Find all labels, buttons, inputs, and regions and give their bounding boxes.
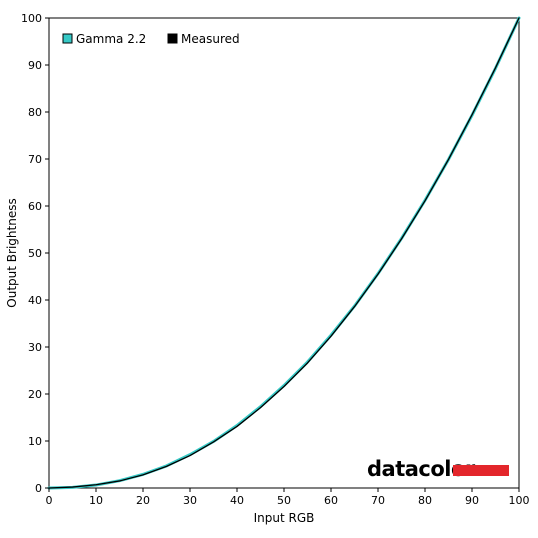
y-tick-label: 80 xyxy=(28,106,42,119)
x-tick-label: 100 xyxy=(509,494,530,507)
x-tick-label: 30 xyxy=(183,494,197,507)
legend: Gamma 2.2 Measured xyxy=(62,32,240,46)
legend-item-gamma: Gamma 2.2 xyxy=(62,32,146,46)
y-tick-label: 60 xyxy=(28,200,42,213)
x-tick-label: 80 xyxy=(418,494,432,507)
x-tick-label: 40 xyxy=(230,494,244,507)
y-tick-label: 40 xyxy=(28,294,42,307)
x-tick-label: 70 xyxy=(371,494,385,507)
x-tick-label: 60 xyxy=(324,494,338,507)
x-tick-label: 50 xyxy=(277,494,291,507)
y-axis: 0 10 20 30 40 50 60 70 80 90 100 xyxy=(21,12,49,495)
x-tick-label: 0 xyxy=(46,494,53,507)
x-axis: 0 10 20 30 40 50 60 70 80 90 100 xyxy=(46,488,530,507)
legend-swatch-measured xyxy=(167,33,178,44)
x-tick-label: 90 xyxy=(465,494,479,507)
plot-area xyxy=(48,17,520,489)
y-tick-label: 10 xyxy=(28,435,42,448)
y-tick-label: 0 xyxy=(35,482,42,495)
y-tick-label: 70 xyxy=(28,153,42,166)
y-tick-label: 20 xyxy=(28,388,42,401)
datacolor-logo: datacolor xyxy=(367,457,509,481)
series-layer xyxy=(47,16,521,490)
series-line-measured xyxy=(48,17,520,489)
x-tick-label: 10 xyxy=(89,494,103,507)
datacolor-logo-bar xyxy=(453,465,509,476)
x-tick-label: 20 xyxy=(136,494,150,507)
y-axis-title: Output Brightness xyxy=(5,198,19,307)
plot-background xyxy=(49,18,519,488)
legend-swatch-gamma xyxy=(62,33,73,44)
y-tick-label: 50 xyxy=(28,247,42,260)
legend-label-gamma: Gamma 2.2 xyxy=(76,32,146,46)
y-tick-label: 90 xyxy=(28,59,42,72)
legend-item-measured: Measured xyxy=(167,32,240,46)
x-axis-title: Input RGB xyxy=(254,511,315,525)
y-tick-label: 30 xyxy=(28,341,42,354)
legend-label-measured: Measured xyxy=(181,32,240,46)
y-tick-label: 100 xyxy=(21,12,42,25)
